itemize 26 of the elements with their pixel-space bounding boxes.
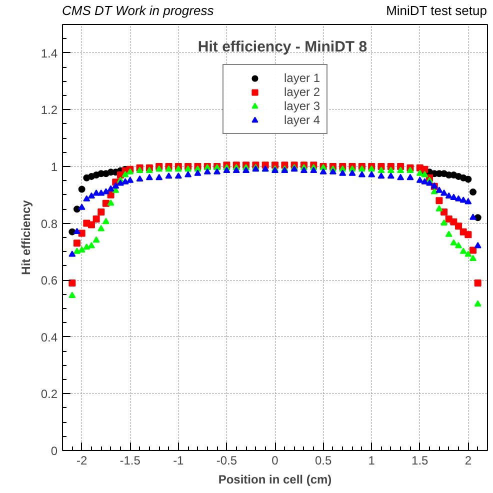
x-tick-label: 1.5 — [412, 454, 429, 468]
y-tick-label: 1.2 — [40, 103, 58, 118]
x-tick-label: -0.5 — [216, 454, 238, 468]
text: Hit efficiency - MiniDT 8 — [198, 38, 368, 56]
y-tick-label: 0.2 — [40, 387, 58, 402]
legend-label: layer 4 — [284, 113, 320, 127]
y-axis-title: Hit efficiency — [18, 200, 33, 275]
x-tick-label: 1 — [368, 454, 376, 468]
legend-label: layer 2 — [284, 85, 320, 99]
y-tick-label: 1 — [50, 160, 58, 174]
y-tick-label: 0.8 — [40, 216, 58, 231]
legend-label: layer 1 — [284, 71, 320, 85]
x-tick-label: 2 — [464, 454, 472, 468]
x-tick-label: -1.5 — [120, 454, 141, 468]
y-tick-label: 0 — [50, 444, 58, 458]
text: MiniDT test setup — [386, 2, 487, 20]
y-tick-label: 0.6 — [40, 274, 58, 288]
x-tick-label: 0 — [272, 454, 279, 468]
y-tick-label: 1.4 — [40, 46, 58, 60]
x-tick-label: 0.5 — [314, 454, 332, 468]
y-tick-label: 0.4 — [40, 330, 58, 344]
text: CMS DT Work in progress — [62, 2, 214, 20]
x-tick-label: -1 — [173, 454, 184, 468]
legend-label: layer 3 — [284, 99, 320, 113]
x-tick-label: -2 — [76, 454, 88, 468]
x-axis-title: Position in cell (cm) — [218, 472, 332, 486]
